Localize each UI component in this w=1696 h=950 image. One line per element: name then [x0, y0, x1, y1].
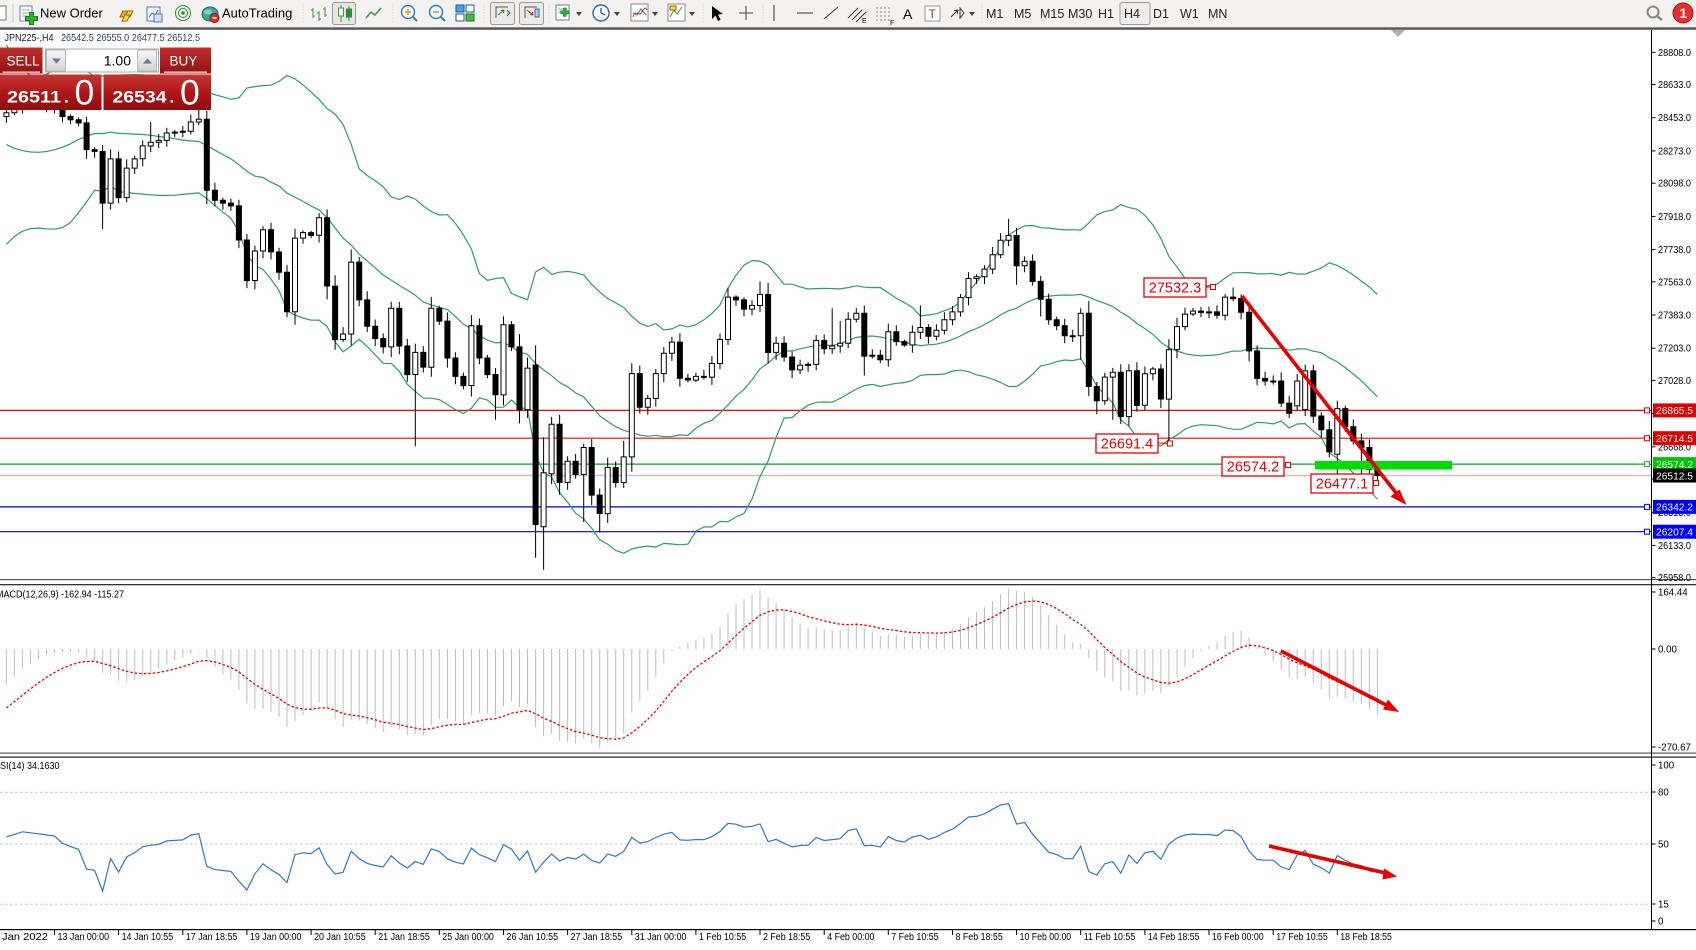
- svg-text:Jan 2022: Jan 2022: [2, 932, 48, 943]
- svg-text:8 Feb 18:55: 8 Feb 18:55: [956, 932, 1003, 943]
- svg-text:.: .: [170, 88, 175, 107]
- svg-text:27383.0: 27383.0: [1658, 311, 1692, 322]
- svg-text:27738.0: 27738.0: [1658, 245, 1692, 256]
- svg-text:14 Jan 10:55: 14 Jan 10:55: [122, 932, 174, 943]
- svg-text:26342.2: 26342.2: [1656, 503, 1693, 514]
- svg-text:27 Jan 18:55: 27 Jan 18:55: [571, 932, 623, 943]
- svg-text:14 Feb 18:55: 14 Feb 18:55: [1148, 932, 1200, 943]
- svg-text:27563.0: 27563.0: [1658, 277, 1692, 288]
- svg-text:25 Jan 00:00: 25 Jan 00:00: [442, 932, 494, 943]
- svg-text:15: 15: [1658, 900, 1669, 911]
- svg-text:SELL: SELL: [7, 54, 41, 69]
- svg-text:80: 80: [1658, 788, 1669, 799]
- svg-text:H4: H4: [1124, 7, 1140, 21]
- svg-text:26542.5 26555.0 26477.5 26512.: 26542.5 26555.0 26477.5 26512.5: [61, 32, 200, 44]
- svg-text:27203.0: 27203.0: [1658, 344, 1692, 355]
- svg-text:50: 50: [1658, 840, 1669, 851]
- svg-text:26714.5: 26714.5: [1656, 434, 1693, 445]
- svg-text:27532.3: 27532.3: [1149, 281, 1201, 297]
- svg-text:AutoTrading: AutoTrading: [222, 6, 292, 21]
- svg-text:MN: MN: [1208, 7, 1227, 21]
- svg-text:26865.5: 26865.5: [1656, 406, 1693, 417]
- svg-text:E: E: [862, 18, 867, 25]
- svg-text:H1: H1: [1098, 7, 1114, 21]
- svg-text:13 Jan 00:00: 13 Jan 00:00: [58, 932, 110, 943]
- svg-text:26133.0: 26133.0: [1658, 541, 1692, 552]
- svg-text:26574.2: 26574.2: [1656, 460, 1693, 471]
- svg-text:F: F: [890, 20, 894, 27]
- svg-text:-270.67: -270.67: [1658, 743, 1691, 754]
- svg-text:.: .: [64, 88, 69, 107]
- svg-text:26512.5: 26512.5: [1656, 471, 1693, 482]
- svg-text:21 Jan 18:55: 21 Jan 18:55: [378, 932, 430, 943]
- svg-text:28273.0: 28273.0: [1658, 146, 1692, 157]
- svg-text:1: 1: [1680, 6, 1688, 21]
- svg-text:17 Jan 18:55: 17 Jan 18:55: [186, 932, 238, 943]
- svg-text:26207.4: 26207.4: [1656, 528, 1693, 539]
- svg-text:M15: M15: [1040, 7, 1064, 21]
- svg-text:A: A: [903, 6, 913, 22]
- svg-text:M5: M5: [1014, 7, 1031, 21]
- svg-text:26 Jan 10:55: 26 Jan 10:55: [507, 932, 559, 943]
- svg-text:1.00: 1.00: [104, 53, 131, 69]
- svg-text:26691.4: 26691.4: [1101, 437, 1153, 453]
- svg-text:W1: W1: [1180, 7, 1199, 21]
- svg-text:BUY: BUY: [170, 54, 198, 69]
- svg-text:28633.0: 28633.0: [1658, 80, 1692, 91]
- svg-text:19 Jan 00:00: 19 Jan 00:00: [250, 932, 302, 943]
- svg-text:28098.0: 28098.0: [1658, 179, 1692, 190]
- svg-text:27028.0: 27028.0: [1658, 376, 1692, 387]
- svg-text:27918.0: 27918.0: [1658, 212, 1692, 223]
- svg-text:RSI(14) 34.1630: RSI(14) 34.1630: [0, 761, 60, 772]
- svg-text:26574.2: 26574.2: [1227, 460, 1279, 476]
- svg-text:28453.0: 28453.0: [1658, 113, 1692, 124]
- svg-text:0: 0: [180, 73, 200, 113]
- svg-text:JPN225-,H4: JPN225-,H4: [5, 32, 54, 44]
- svg-text:2 Feb 18:55: 2 Feb 18:55: [763, 932, 810, 943]
- svg-text:0.00: 0.00: [1658, 645, 1677, 656]
- svg-text:26534: 26534: [113, 88, 168, 107]
- svg-text:0: 0: [75, 73, 95, 113]
- svg-text:28808.0: 28808.0: [1658, 48, 1692, 59]
- svg-text:31 Jan 00:00: 31 Jan 00:00: [635, 932, 687, 943]
- svg-text:10 Feb 00:00: 10 Feb 00:00: [1020, 932, 1072, 943]
- svg-text:0: 0: [1658, 917, 1664, 928]
- svg-text:26511: 26511: [7, 88, 61, 107]
- svg-text:M1: M1: [986, 7, 1003, 21]
- svg-text:1 Feb 10:55: 1 Feb 10:55: [699, 932, 746, 943]
- svg-text:New Order: New Order: [40, 6, 104, 21]
- svg-text:164.44: 164.44: [1658, 588, 1688, 599]
- svg-text:7 Feb 10:55: 7 Feb 10:55: [891, 932, 938, 943]
- svg-text:26668.0: 26668.0: [1658, 442, 1692, 453]
- svg-text:26477.1: 26477.1: [1316, 477, 1368, 493]
- svg-text:100: 100: [1658, 761, 1675, 772]
- svg-text:18 Feb 18:55: 18 Feb 18:55: [1340, 932, 1392, 943]
- svg-text:D1: D1: [1153, 7, 1169, 21]
- svg-text:16 Feb 00:00: 16 Feb 00:00: [1212, 932, 1264, 943]
- svg-text:17 Feb 10:55: 17 Feb 10:55: [1276, 932, 1328, 943]
- svg-text:4 Feb 00:00: 4 Feb 00:00: [827, 932, 875, 943]
- svg-text:25958.0: 25958.0: [1658, 573, 1692, 584]
- svg-text:20 Jan 10:55: 20 Jan 10:55: [314, 932, 366, 943]
- svg-text:MACD(12,26,9) -162.94 -115.27: MACD(12,26,9) -162.94 -115.27: [0, 590, 124, 601]
- svg-text:11 Feb 10:55: 11 Feb 10:55: [1084, 932, 1136, 943]
- svg-text:M30: M30: [1068, 7, 1092, 21]
- svg-text:T: T: [929, 7, 937, 21]
